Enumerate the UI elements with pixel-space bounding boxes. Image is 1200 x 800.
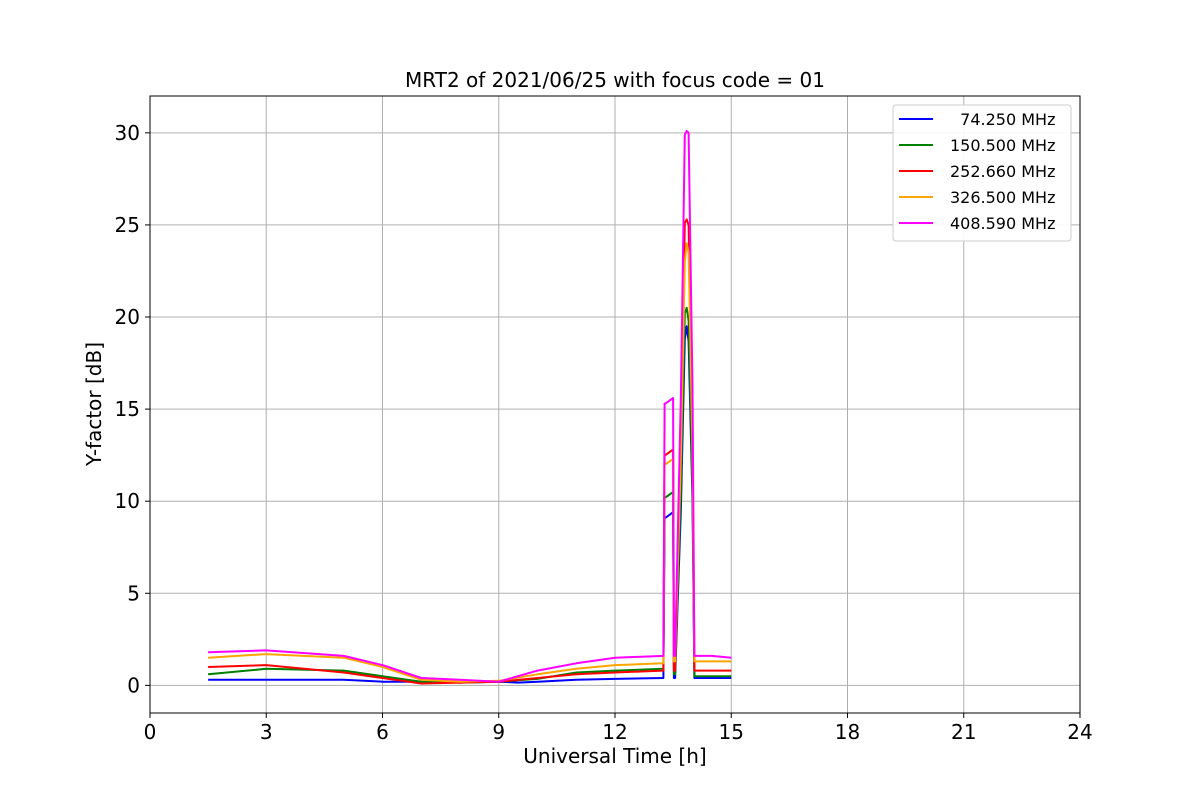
x-tick-label: 3: [260, 720, 273, 744]
series-layer: [208, 130, 732, 685]
legend-label: 74.250 MHz: [950, 110, 1055, 129]
y-tick-label: 30: [115, 121, 140, 145]
grid: [149, 96, 1081, 713]
x-tick-label: 6: [376, 720, 389, 744]
x-tick-label: 15: [719, 720, 744, 744]
x-tick-label: 18: [835, 720, 860, 744]
series-line-0: [208, 325, 732, 684]
legend-label: 326.500 MHz: [950, 188, 1055, 207]
chart-title: MRT2 of 2021/06/25 with focus code = 01: [405, 68, 825, 92]
y-tick-label: 10: [115, 489, 140, 513]
legend: 74.250 MHz 150.500 MHz 252.660 MHz 326.500 …: [892, 104, 1072, 242]
y-axis-label: Y-factor [dB]: [82, 342, 106, 467]
legend-box: [892, 104, 1072, 242]
x-tick-label: 9: [492, 720, 505, 744]
x-tick-label: 12: [602, 720, 627, 744]
x-axis-label: Universal Time [h]: [523, 744, 706, 768]
legend-label: 408.590 MHz: [950, 214, 1055, 233]
legend-label: 252.660 MHz: [950, 162, 1055, 181]
y-tick-label: 20: [115, 305, 140, 329]
y-tick-label: 25: [115, 213, 140, 237]
y-tick-label: 5: [127, 581, 140, 605]
series-line-3: [208, 242, 732, 683]
y-tick-label: 15: [115, 397, 140, 421]
x-tick-label: 21: [951, 720, 976, 744]
ticks: 0 3 6 9 12 15 18 21 24 0 5 10 15 20 25 30: [115, 121, 1093, 744]
y-tick-label: 0: [127, 673, 140, 697]
x-tick-label: 24: [1067, 720, 1092, 744]
series-line-1: [208, 306, 732, 684]
series-line-4: [208, 130, 732, 683]
x-tick-label: 0: [144, 720, 157, 744]
legend-label: 150.500 MHz: [950, 136, 1055, 155]
series-line-2: [208, 218, 732, 685]
